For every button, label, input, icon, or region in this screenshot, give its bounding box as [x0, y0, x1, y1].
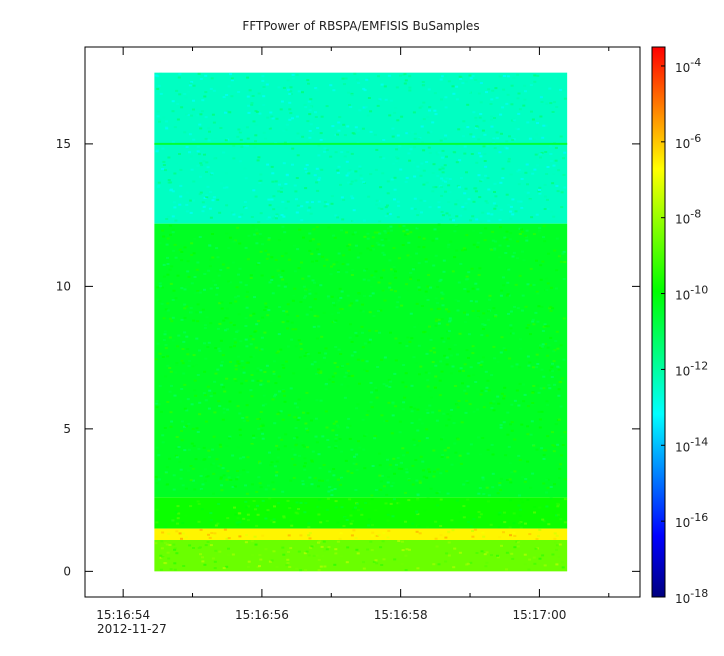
colorbar-gradient — [651, 46, 666, 598]
spectrogram-band-2 — [154, 497, 568, 529]
y-tick-label: 15 — [56, 137, 71, 151]
colorbar-tick-label: 10-8 — [675, 208, 701, 227]
y-tick-label: 0 — [63, 564, 71, 578]
x-tick-label: 15:16:54 — [96, 608, 150, 622]
colorbar-tick-label: 10-6 — [675, 132, 701, 151]
x-date-label: 2012-11-27 — [97, 622, 167, 636]
colorbar: 10-18 10-16 10-14 10-12 10-10 10-8 10-6 10-4 — [651, 46, 708, 606]
colorbar-tick-label: 10-10 — [675, 284, 708, 303]
spectrogram-texture — [154, 72, 567, 572]
colorbar-tick-label: 10-18 — [675, 587, 708, 606]
spectrogram-band-4 — [154, 540, 568, 572]
spectrogram-band-3 — [154, 528, 568, 541]
x-tick-label: 15:16:56 — [235, 608, 289, 622]
plot-frame — [84, 46, 641, 598]
x-tick-label: 15:16:58 — [374, 608, 428, 622]
colorbar-tick-label: 10-12 — [675, 359, 708, 378]
x-tick-label: 15:17:00 — [512, 608, 566, 622]
colorbar-tick-label: 10-16 — [675, 511, 708, 530]
chart-title: FFTPower of RBSPA/EMFISIS BuSamples — [242, 19, 479, 33]
y-tick-label: 10 — [56, 279, 71, 293]
spectrogram-band-1 — [154, 223, 568, 498]
y-tick-label: 5 — [63, 422, 71, 436]
colorbar-tick-label: 10-4 — [675, 56, 701, 75]
colorbar-tick-label: 10-14 — [675, 435, 708, 454]
plot-area: 0 5 10 15 15:16:54 15:16:56 15:16:58 15:17:00 — [56, 46, 641, 622]
